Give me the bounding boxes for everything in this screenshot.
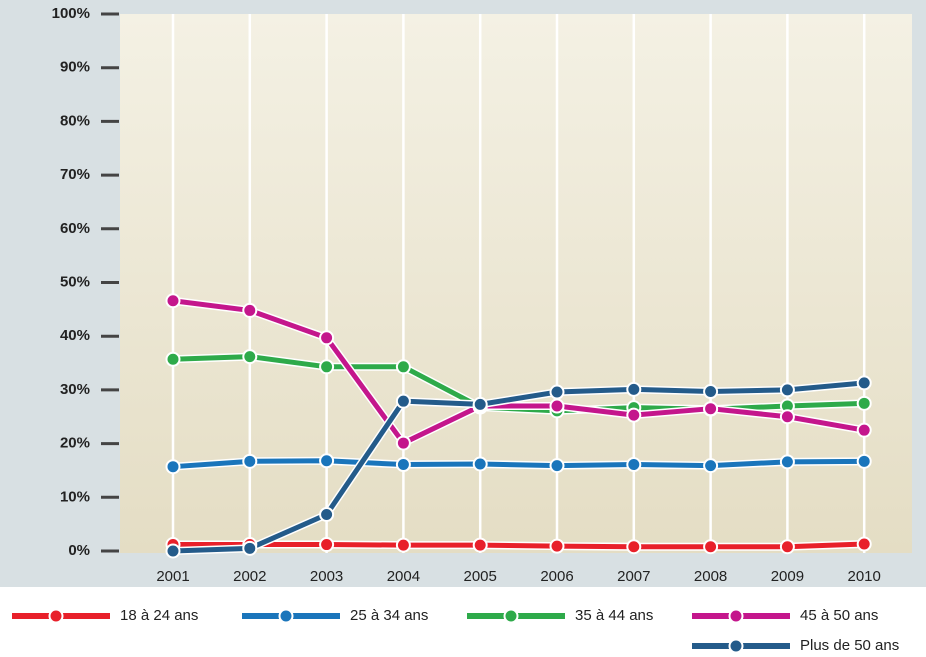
point <box>319 506 335 522</box>
point <box>779 382 795 398</box>
y-tick-label: 50% <box>60 273 90 290</box>
point <box>779 539 795 555</box>
point <box>319 453 335 469</box>
y-tick-label: 60% <box>60 220 90 237</box>
point <box>856 536 872 552</box>
point <box>472 456 488 472</box>
y-tick-label: 10% <box>60 488 90 505</box>
point <box>395 537 411 553</box>
point <box>549 398 565 414</box>
series-line <box>173 541 865 550</box>
point <box>626 407 642 423</box>
legend-marker <box>503 608 519 624</box>
y-tick-label: 100% <box>52 5 90 22</box>
x-tick-label: 2003 <box>310 568 343 585</box>
legend-marker <box>48 608 64 624</box>
point <box>549 458 565 474</box>
y-tick-label: 90% <box>60 59 90 76</box>
legend-label: 45 à 50 ans <box>800 607 878 624</box>
point <box>549 384 565 400</box>
series-line <box>172 298 865 446</box>
legend-label: 25 à 34 ans <box>350 607 428 624</box>
point <box>626 457 642 473</box>
x-tick-label: 2007 <box>617 568 650 585</box>
x-tick-label: 2005 <box>464 568 497 585</box>
point <box>395 359 411 375</box>
x-tick-label: 2004 <box>387 568 420 585</box>
point <box>779 409 795 425</box>
legend-marker <box>278 608 294 624</box>
y-tick-label: 30% <box>60 381 90 398</box>
y-tick-label: 70% <box>60 166 90 183</box>
legend-label: 35 à 44 ans <box>575 607 653 624</box>
point <box>395 435 411 451</box>
point <box>242 453 258 469</box>
point <box>165 543 181 559</box>
legend-label: Plus de 50 ans <box>800 637 899 654</box>
point <box>395 393 411 409</box>
point <box>703 401 719 417</box>
point <box>703 458 719 474</box>
point <box>626 539 642 555</box>
y-tick-label: 0% <box>68 542 90 559</box>
point <box>165 351 181 367</box>
point <box>779 454 795 470</box>
point <box>703 539 719 555</box>
y-tick-label: 40% <box>60 327 90 344</box>
y-tick-label: 20% <box>60 435 90 452</box>
series-line <box>172 458 865 470</box>
point <box>319 537 335 553</box>
point <box>165 293 181 309</box>
point <box>703 384 719 400</box>
x-tick-label: 2006 <box>540 568 573 585</box>
point <box>856 453 872 469</box>
point <box>472 537 488 553</box>
point <box>856 395 872 411</box>
legend-label: 18 à 24 ans <box>120 607 198 624</box>
point <box>395 457 411 473</box>
x-tick-label: 2002 <box>233 568 266 585</box>
point <box>165 459 181 475</box>
x-tick-label: 2009 <box>771 568 804 585</box>
legend-marker <box>728 638 744 654</box>
x-tick-label: 2008 <box>694 568 727 585</box>
point <box>856 375 872 391</box>
point <box>472 396 488 412</box>
point <box>856 422 872 438</box>
legend-marker <box>728 608 744 624</box>
point <box>242 540 258 556</box>
point <box>242 302 258 318</box>
x-tick-label: 2010 <box>848 568 881 585</box>
point <box>626 381 642 397</box>
point <box>549 538 565 554</box>
point <box>319 359 335 375</box>
y-tick-label: 80% <box>60 112 90 129</box>
series-line <box>172 380 865 554</box>
x-tick-label: 2001 <box>156 568 189 585</box>
plot-area <box>120 14 912 553</box>
point <box>242 349 258 365</box>
point <box>319 330 335 346</box>
